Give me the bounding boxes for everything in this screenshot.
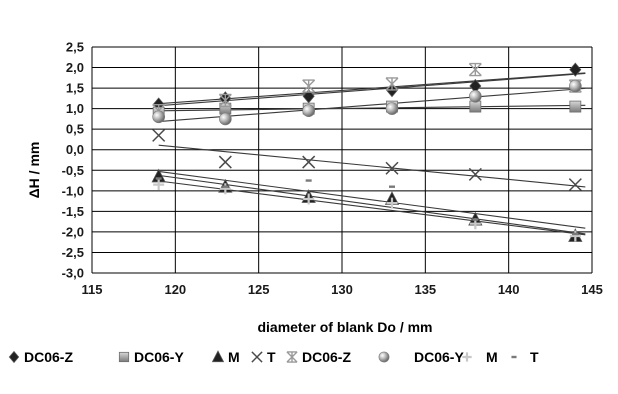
legend-marker-diamond (8, 350, 20, 364)
y-tick-label: 1,5 (66, 81, 84, 96)
trendline-triangle (158, 174, 586, 235)
y-tick-label: 0,0 (66, 142, 84, 157)
legend-marker-triangle (211, 350, 225, 363)
data-point-plus (219, 183, 231, 195)
data-point-x (218, 155, 232, 169)
y-tick-label: 2,0 (66, 60, 84, 75)
legend-entry-label: M (228, 349, 240, 365)
gridlines (91, 46, 593, 274)
x-tick-label: 145 (581, 282, 603, 297)
x-tick-label: 120 (164, 282, 186, 297)
data-point-plus (569, 230, 581, 242)
data-point-square (469, 100, 482, 113)
data-markers (151, 62, 583, 242)
data-point-circle (469, 90, 482, 103)
y-tick-label: -0,5 (62, 163, 84, 178)
data-point-circle (152, 110, 165, 124)
data-point-x (385, 161, 399, 175)
y-tick-label: -2,5 (62, 245, 84, 260)
data-point-asterisk (302, 79, 316, 93)
trendline-x (158, 144, 586, 188)
data-point-diamond (569, 62, 582, 77)
y-tick-label: -2,0 (62, 224, 84, 239)
tick-labels: 2,5 2,0 1,5 1,0 0,5 0,0 -0,5 -1,0 -1,5 -2,0 -2,5 -3… (62, 40, 603, 298)
x-tick-label: 135 (414, 282, 436, 297)
y-tick-label: -1,5 (62, 204, 84, 219)
legend-marker-asterisk (286, 351, 298, 363)
x-tick-label: 130 (331, 282, 353, 297)
legend-entry-label: T (530, 349, 539, 365)
y-tick-label: -1,0 (62, 183, 84, 198)
y-tick-label: 0,5 (66, 122, 84, 137)
data-point-x (152, 128, 166, 142)
data-point-square (569, 100, 582, 113)
legend-marker-x (251, 351, 263, 363)
data-point-asterisk (468, 62, 482, 77)
legend-entry-label: DC06-Y (134, 349, 184, 365)
data-point-asterisk (385, 77, 399, 91)
y-axis-title: ΔH / mm (26, 142, 42, 199)
x-tick-label: 140 (498, 282, 520, 297)
legend-entry-label: T (267, 349, 276, 365)
x-tick-label: 115 (82, 282, 103, 297)
data-point-x (468, 167, 482, 181)
trendline-diamond (158, 72, 586, 107)
data-point-asterisk (218, 93, 232, 108)
data-point-circle (385, 102, 399, 115)
legend-entry-label: DC06-Z (24, 349, 73, 365)
data-point-circle (569, 79, 582, 93)
legend-marker-circle (378, 351, 390, 363)
legend: DC06-Z DC06-Y M T DC06-Z DC06-Y M T (8, 349, 539, 365)
legend-entry-label: DC06-Z (302, 349, 351, 365)
data-point-plus (303, 193, 315, 205)
y-tick-label: 1,0 (66, 101, 84, 116)
y-tick-label: -3,0 (62, 266, 84, 281)
data-point-circle (219, 112, 232, 126)
trendline-dash (158, 170, 586, 229)
legend-marker-square (118, 351, 130, 363)
y-tick-label: 2,5 (66, 40, 84, 55)
x-tick-label: 125 (248, 282, 270, 297)
data-point-circle (302, 104, 315, 117)
legend-entry-label: M (486, 349, 498, 365)
data-point-plus (153, 179, 165, 191)
data-point-plus (386, 197, 398, 209)
data-point-x (302, 155, 316, 169)
legend-marker-plus (462, 352, 472, 362)
legend-entry-label: DC06-Y (414, 349, 464, 365)
data-point-x (568, 178, 582, 192)
x-axis-title: diameter of blank Do / mm (257, 319, 432, 335)
